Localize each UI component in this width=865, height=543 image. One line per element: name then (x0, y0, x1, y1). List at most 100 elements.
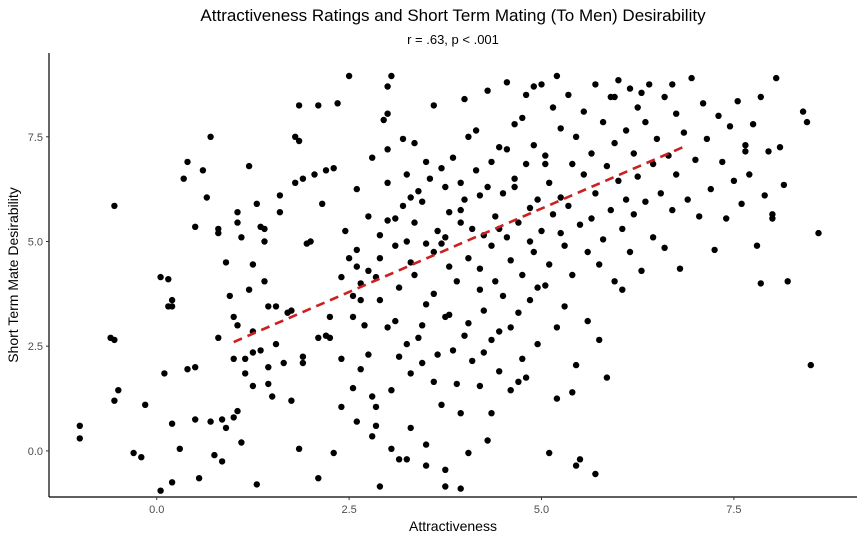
data-point (507, 387, 514, 394)
y-axis-title: Short Term Mate Desirability (5, 187, 21, 363)
data-point (626, 85, 634, 92)
data-point (295, 137, 303, 145)
data-point (322, 167, 330, 174)
data-point (299, 175, 307, 182)
data-point (669, 206, 676, 214)
data-point (168, 303, 176, 310)
data-point (311, 171, 318, 178)
data-point (338, 403, 345, 411)
data-point (168, 296, 176, 304)
data-point (384, 110, 391, 117)
data-point (726, 123, 734, 130)
data-point (365, 213, 372, 220)
data-point (757, 93, 764, 101)
data-point (345, 72, 353, 80)
data-point (469, 357, 476, 365)
data-point (272, 340, 280, 348)
data-point (234, 209, 241, 216)
data-point (380, 116, 387, 124)
data-point (161, 370, 168, 377)
data-point (395, 353, 403, 360)
data-point (215, 225, 222, 233)
data-point (507, 324, 514, 331)
data-point (434, 351, 441, 358)
data-point (799, 108, 807, 115)
data-point (780, 181, 788, 189)
data-point (765, 148, 772, 155)
data-point (438, 165, 445, 172)
data-point (422, 158, 430, 166)
data-point (395, 456, 403, 463)
data-point (476, 382, 484, 390)
data-point (253, 481, 260, 488)
data-point (457, 206, 464, 214)
data-point (507, 257, 514, 264)
data-point (349, 384, 357, 392)
x-ticks: 0.0 2.5 5.0 7.5 (149, 497, 742, 516)
data-point (757, 280, 764, 287)
data-point (422, 301, 430, 308)
data-point (292, 133, 299, 140)
data-point (557, 194, 564, 201)
data-point (642, 198, 649, 205)
data-point (476, 286, 484, 293)
data-point (546, 449, 553, 457)
data-point (519, 355, 526, 362)
data-point (472, 167, 480, 174)
data-point (130, 449, 137, 457)
data-point (288, 397, 295, 404)
data-point (815, 229, 822, 237)
data-point (361, 322, 368, 329)
data-point (392, 215, 399, 222)
data-point (803, 118, 811, 126)
data-point (519, 114, 526, 122)
data-point (515, 219, 522, 226)
data-point (376, 296, 384, 304)
data-point (349, 292, 357, 300)
data-point (549, 104, 557, 111)
data-point (234, 407, 241, 415)
data-point (265, 364, 272, 371)
data-point (330, 449, 337, 457)
data-point (603, 162, 611, 170)
data-point (430, 290, 437, 297)
data-point (561, 242, 568, 249)
data-point (588, 215, 595, 222)
data-point (257, 347, 264, 354)
data-point (388, 445, 395, 452)
data-point (472, 127, 480, 134)
data-point (492, 278, 499, 285)
data-point (603, 374, 611, 381)
data-point (245, 162, 253, 170)
data-point (384, 217, 391, 224)
data-point (476, 265, 484, 272)
data-point (807, 361, 814, 369)
data-point (326, 334, 334, 341)
data-point (365, 351, 372, 358)
data-point (707, 185, 714, 193)
data-point (561, 303, 568, 310)
data-point (399, 135, 407, 143)
data-point (503, 234, 511, 241)
data-point (168, 479, 176, 486)
data-point (415, 188, 422, 195)
data-point (419, 322, 426, 329)
data-point (538, 81, 545, 88)
data-point (184, 158, 191, 166)
data-point (457, 179, 464, 186)
data-point (588, 150, 595, 157)
data-point (403, 171, 410, 178)
data-point (565, 91, 572, 99)
data-point (115, 387, 122, 394)
data-point (649, 160, 657, 168)
data-point (592, 81, 599, 88)
data-point (315, 475, 322, 482)
data-point (511, 121, 518, 128)
data-point (696, 213, 703, 220)
data-point (484, 87, 491, 94)
x-tick-label: 7.5 (726, 504, 741, 516)
data-point (699, 100, 707, 107)
x-tick-label: 2.5 (341, 504, 356, 516)
data-point (399, 202, 407, 210)
